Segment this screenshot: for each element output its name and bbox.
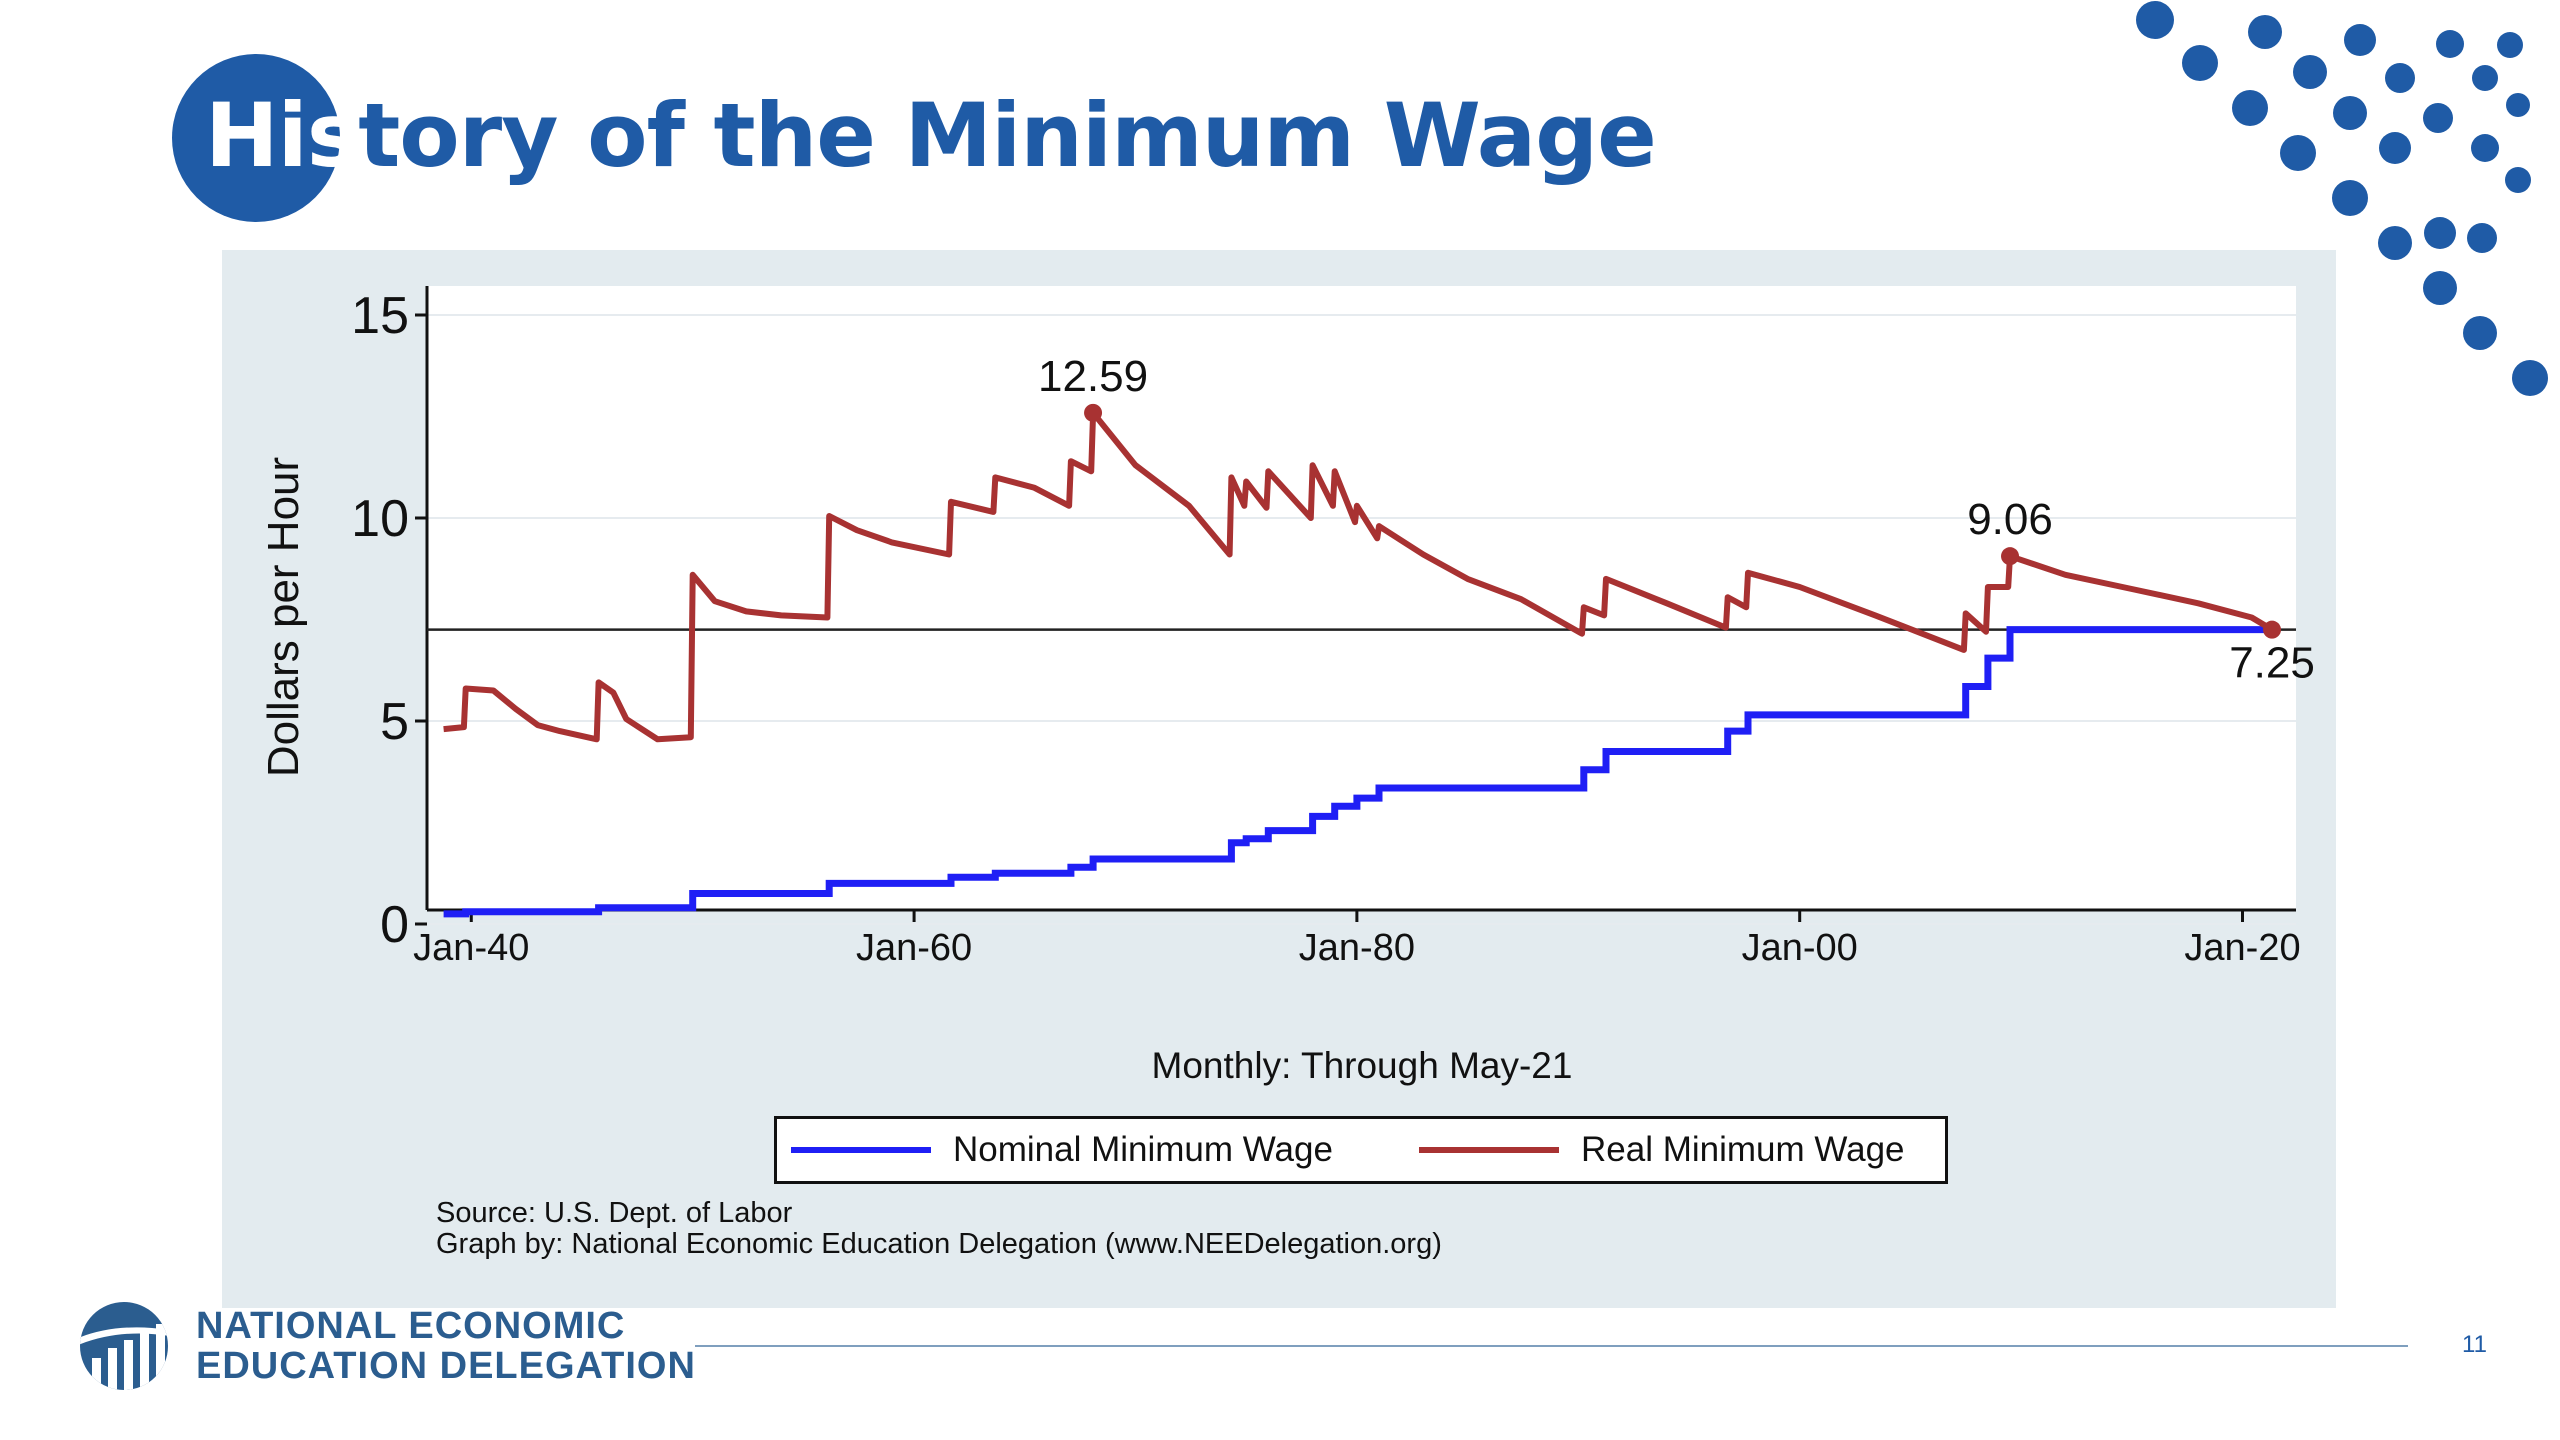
title-accent-circle	[172, 54, 340, 222]
y-tick-label: 15	[351, 287, 409, 345]
decorative-dot	[2506, 93, 2530, 117]
series-line-nominal	[443, 626, 2272, 918]
y-tick-label: 5	[380, 693, 409, 751]
decorative-dot	[2497, 32, 2523, 58]
y-tick-label: 0	[380, 896, 409, 954]
organization-name-line2: EDUCATION DELEGATION	[196, 1345, 696, 1387]
x-tick-label: Jan-80	[1299, 927, 1415, 969]
annotation-marker	[2001, 547, 2020, 566]
decorative-dot	[2436, 30, 2464, 58]
chart-globe-icon	[80, 1302, 168, 1390]
title-first-letters: His	[205, 84, 359, 187]
decorative-dot	[2280, 135, 2316, 171]
page-title: History of the Minimum Wage	[205, 74, 1657, 198]
decorative-dot	[2232, 90, 2268, 126]
decorative-dot	[2505, 167, 2531, 193]
decorative-dot	[2471, 134, 2499, 162]
legend-swatch-real	[1419, 1147, 1559, 1153]
decorative-dot	[2424, 217, 2456, 249]
x-tick-label: Jan-00	[1742, 927, 1858, 969]
organization-name: NATIONAL ECONOMIC EDUCATION DELEGATION	[196, 1306, 696, 1386]
legend-item-real: Real Minimum Wage	[1419, 1119, 1905, 1181]
decorative-dot	[2472, 65, 2498, 91]
page-number: 11	[2462, 1331, 2487, 1358]
series-line-real	[443, 409, 2274, 743]
decorative-dot	[2467, 223, 2497, 253]
decorative-dot	[2463, 316, 2497, 350]
decorative-dot	[2512, 360, 2548, 396]
legend-label-nominal: Nominal Minimum Wage	[953, 1130, 1333, 1169]
annotations: 12.59 9.06 7.25	[1038, 352, 2315, 688]
chart-legend: Nominal Minimum Wage Real Minimum Wage	[774, 1116, 1948, 1184]
decorative-dot	[2423, 271, 2457, 305]
credit-line: Graph by: National Economic Education De…	[436, 1228, 1442, 1260]
y-tick-label: 10	[351, 490, 409, 548]
organization-name-line1: NATIONAL ECONOMIC	[196, 1305, 626, 1347]
decorative-dot	[2182, 45, 2218, 81]
decorative-dot-pattern	[2136, 1, 2548, 396]
decorative-dot	[2333, 96, 2367, 130]
x-tick-label: Jan-60	[856, 927, 972, 969]
decorative-dot	[2379, 132, 2411, 164]
legend-item-nominal: Nominal Minimum Wage	[791, 1119, 1333, 1181]
chart-source-note: Source: U.S. Dept. of Labor Graph by: Na…	[436, 1198, 1442, 1260]
decorative-dot	[2293, 55, 2327, 89]
annotation-label: 12.59	[1038, 352, 1148, 401]
title-rest: tory of the Minimum Wage	[358, 84, 1657, 187]
decorative-dot	[2344, 24, 2376, 56]
decorative-dot	[2332, 180, 2368, 216]
annotation-marker	[1084, 403, 1103, 422]
annotation-marker	[2263, 620, 2282, 639]
minimum-wage-chart: 0 5 10 15 Jan-40 Jan-60 Jan-80 Jan-00 Jan-20 12.…	[259, 286, 2315, 1086]
x-tick-label: Jan-20	[2184, 927, 2300, 969]
decorative-dot	[2248, 15, 2282, 49]
annotation-label: 7.25	[2229, 639, 2315, 688]
legend-label-real: Real Minimum Wage	[1581, 1130, 1905, 1169]
axes: 0 5 10 15 Jan-40 Jan-60 Jan-80 Jan-00 Jan-20	[351, 286, 2301, 969]
x-tick-label: Jan-40	[413, 927, 529, 969]
x-axis-title: Monthly: Through May-21	[1152, 1045, 1573, 1086]
series-lines	[427, 409, 2296, 918]
plot-area	[427, 286, 2296, 910]
y-axis-title: Dollars per Hour	[259, 457, 308, 777]
decorative-dot	[2423, 103, 2453, 133]
decorative-dot	[2385, 63, 2415, 93]
decorative-dot	[2378, 226, 2412, 260]
decorative-dot	[2136, 1, 2174, 39]
source-line: Source: U.S. Dept. of Labor	[436, 1197, 793, 1229]
legend-swatch-nominal	[791, 1147, 931, 1153]
footer-divider	[695, 1345, 2408, 1347]
annotation-label: 9.06	[1967, 495, 2053, 544]
